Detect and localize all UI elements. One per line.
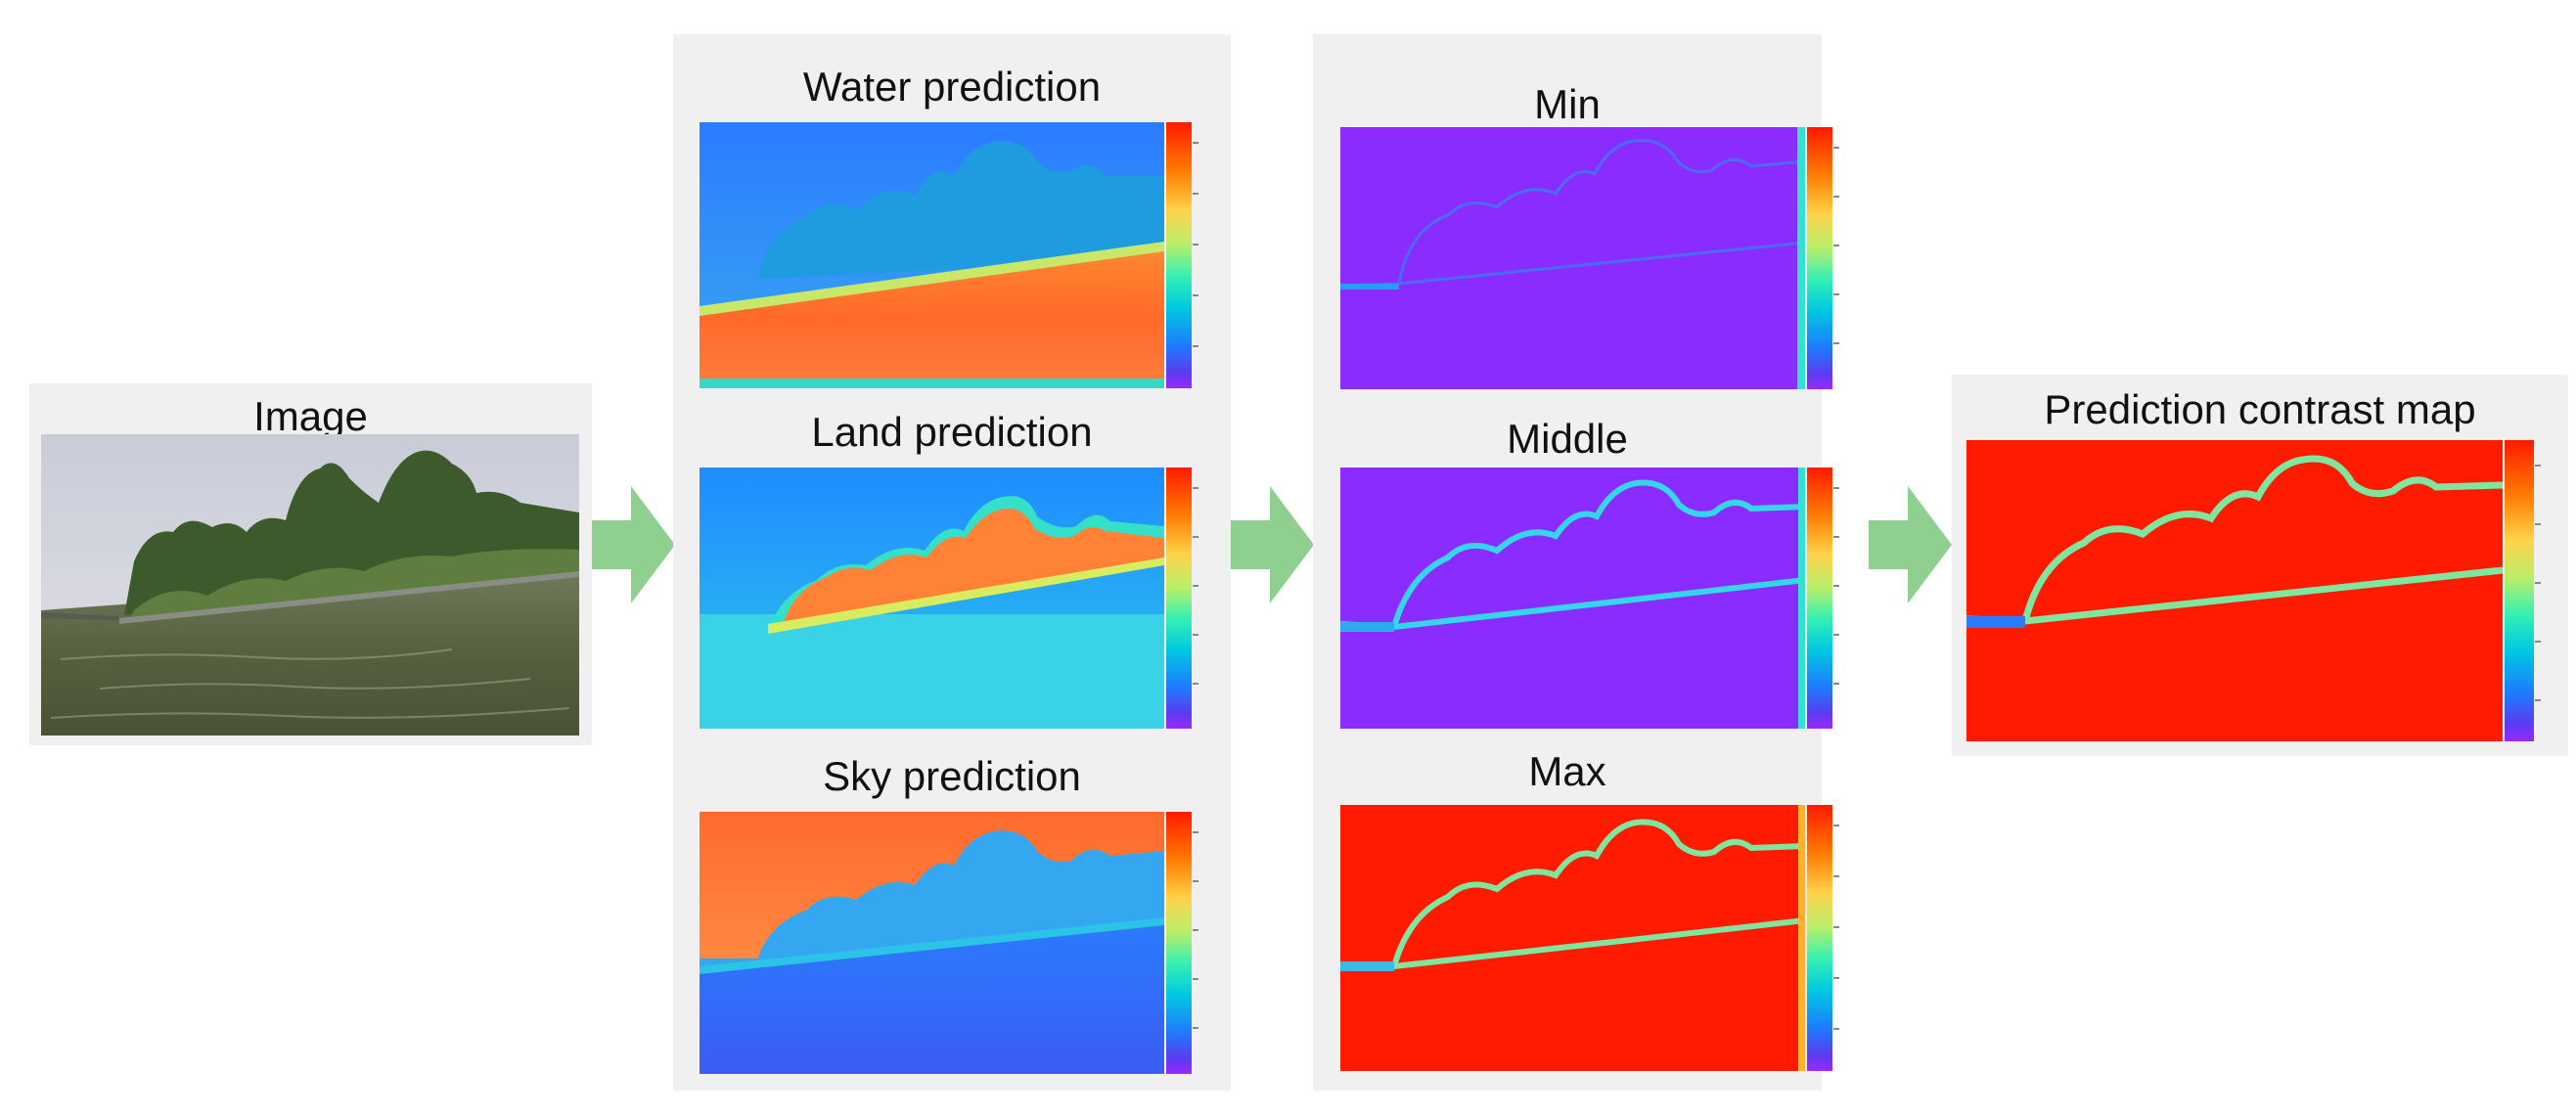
middle-colorbar <box>1807 468 1842 729</box>
water-prediction-colorbar <box>1166 122 1201 388</box>
min-colorbar <box>1807 127 1842 389</box>
prediction-contrast-colorbar <box>2505 440 2544 741</box>
middle-map <box>1340 468 1805 729</box>
max-map <box>1340 805 1805 1071</box>
arrow-right-icon <box>592 486 675 603</box>
land-prediction-map <box>700 468 1164 729</box>
middle-title: Middle <box>1507 416 1628 462</box>
min-map <box>1340 127 1805 389</box>
min-title: Min <box>1534 81 1601 127</box>
input-image-title: Image <box>253 393 368 439</box>
max-title: Max <box>1528 748 1606 794</box>
arrow-right-icon <box>1231 486 1314 603</box>
output-title: Prediction contrast map <box>2044 386 2476 432</box>
arrow-right-icon <box>1869 486 1952 603</box>
sky-prediction-colorbar <box>1166 812 1201 1074</box>
prediction-contrast-map <box>1966 440 2503 741</box>
input-photo <box>41 434 579 735</box>
land-prediction-title: Land prediction <box>811 409 1093 455</box>
land-prediction-colorbar <box>1166 468 1201 729</box>
max-colorbar <box>1807 805 1842 1071</box>
water-prediction-map <box>700 122 1164 388</box>
sky-prediction-title: Sky prediction <box>823 753 1081 799</box>
sky-prediction-map <box>700 812 1164 1074</box>
input-image-panel: Image <box>29 383 592 745</box>
water-prediction-title: Water prediction <box>802 64 1102 110</box>
